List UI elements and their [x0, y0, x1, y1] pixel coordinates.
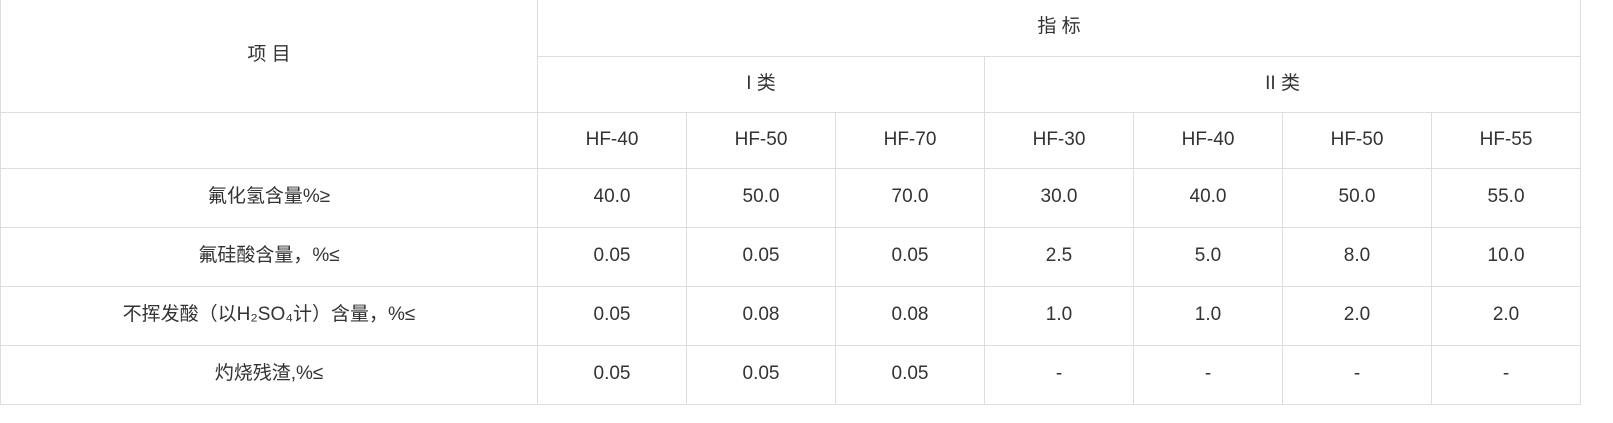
value-cell: 8.0	[1282, 226, 1432, 287]
header-class-1: I 类	[537, 55, 985, 113]
value-cell: 0.05	[537, 344, 687, 405]
header-row-indicator: 项 目 指 标	[0, 0, 1582, 113]
row-label: 氟化氢含量%≥	[0, 167, 538, 228]
table-row-ignition-residue: 灼烧残渣,%≤ 0.05 0.05 0.05 - - - -	[0, 344, 1582, 405]
grade-header: HF-40	[1133, 111, 1283, 169]
value-cell: 0.08	[835, 285, 985, 346]
value-cell: -	[984, 344, 1134, 405]
grade-header: HF-55	[1430, 111, 1582, 169]
value-cell: 40.0	[1133, 167, 1283, 228]
value-cell: 30.0	[984, 167, 1134, 228]
value-cell: -	[1282, 344, 1432, 405]
row-label: 灼烧残渣,%≤	[0, 344, 538, 405]
value-cell: -	[1133, 344, 1283, 405]
header-row-grades: HF-40 HF-50 HF-70 HF-30 HF-40 HF-50 HF-5…	[0, 111, 1582, 169]
value-cell: 0.05	[686, 226, 836, 287]
value-cell: 0.05	[835, 226, 985, 287]
value-cell: 10.0	[1430, 226, 1582, 287]
header-class-2: II 类	[983, 55, 1582, 113]
value-cell: 50.0	[1282, 167, 1432, 228]
row-label: 氟硅酸含量，%≤	[0, 226, 538, 287]
value-cell: 50.0	[686, 167, 836, 228]
spec-table: 项 目 指 标 I 类 II 类 HF-40 HF-50 HF-70 HF-30…	[0, 0, 1582, 405]
grade-header: HF-40	[537, 111, 687, 169]
grade-header: HF-30	[984, 111, 1134, 169]
row-label: 不挥发酸（以H₂SO₄计）含量，%≤	[0, 285, 538, 346]
grade-header: HF-70	[835, 111, 985, 169]
table-row-hf-content: 氟化氢含量%≥ 40.0 50.0 70.0 30.0 40.0 50.0 55…	[0, 167, 1582, 228]
grade-header: HF-50	[686, 111, 836, 169]
grade-header-empty-cell	[0, 111, 538, 169]
table-row-nonvolatile-acid: 不挥发酸（以H₂SO₄计）含量，%≤ 0.05 0.08 0.08 1.0 1.…	[0, 285, 1582, 346]
header-row-class: I 类 II 类	[1, 55, 1582, 113]
value-cell: 2.0	[1430, 285, 1582, 346]
value-cell: 5.0	[1133, 226, 1283, 287]
value-cell: 0.05	[835, 344, 985, 405]
value-cell: 2.5	[984, 226, 1134, 287]
header-indicator: 指 标	[536, 0, 1582, 57]
grade-header: HF-50	[1282, 111, 1432, 169]
value-cell: 2.0	[1282, 285, 1432, 346]
value-cell: 70.0	[835, 167, 985, 228]
value-cell: 0.05	[537, 226, 687, 287]
value-cell: 55.0	[1430, 167, 1582, 228]
corner-header-item: 项 目	[0, 0, 538, 113]
value-cell: 40.0	[537, 167, 687, 228]
value-cell: 0.08	[686, 285, 836, 346]
value-cell: 0.05	[537, 285, 687, 346]
value-cell: 0.05	[686, 344, 836, 405]
value-cell: -	[1430, 344, 1582, 405]
value-cell: 1.0	[984, 285, 1134, 346]
value-cell: 1.0	[1133, 285, 1283, 346]
table-row-fluosilicic-acid: 氟硅酸含量，%≤ 0.05 0.05 0.05 2.5 5.0 8.0 10.0	[0, 226, 1582, 287]
